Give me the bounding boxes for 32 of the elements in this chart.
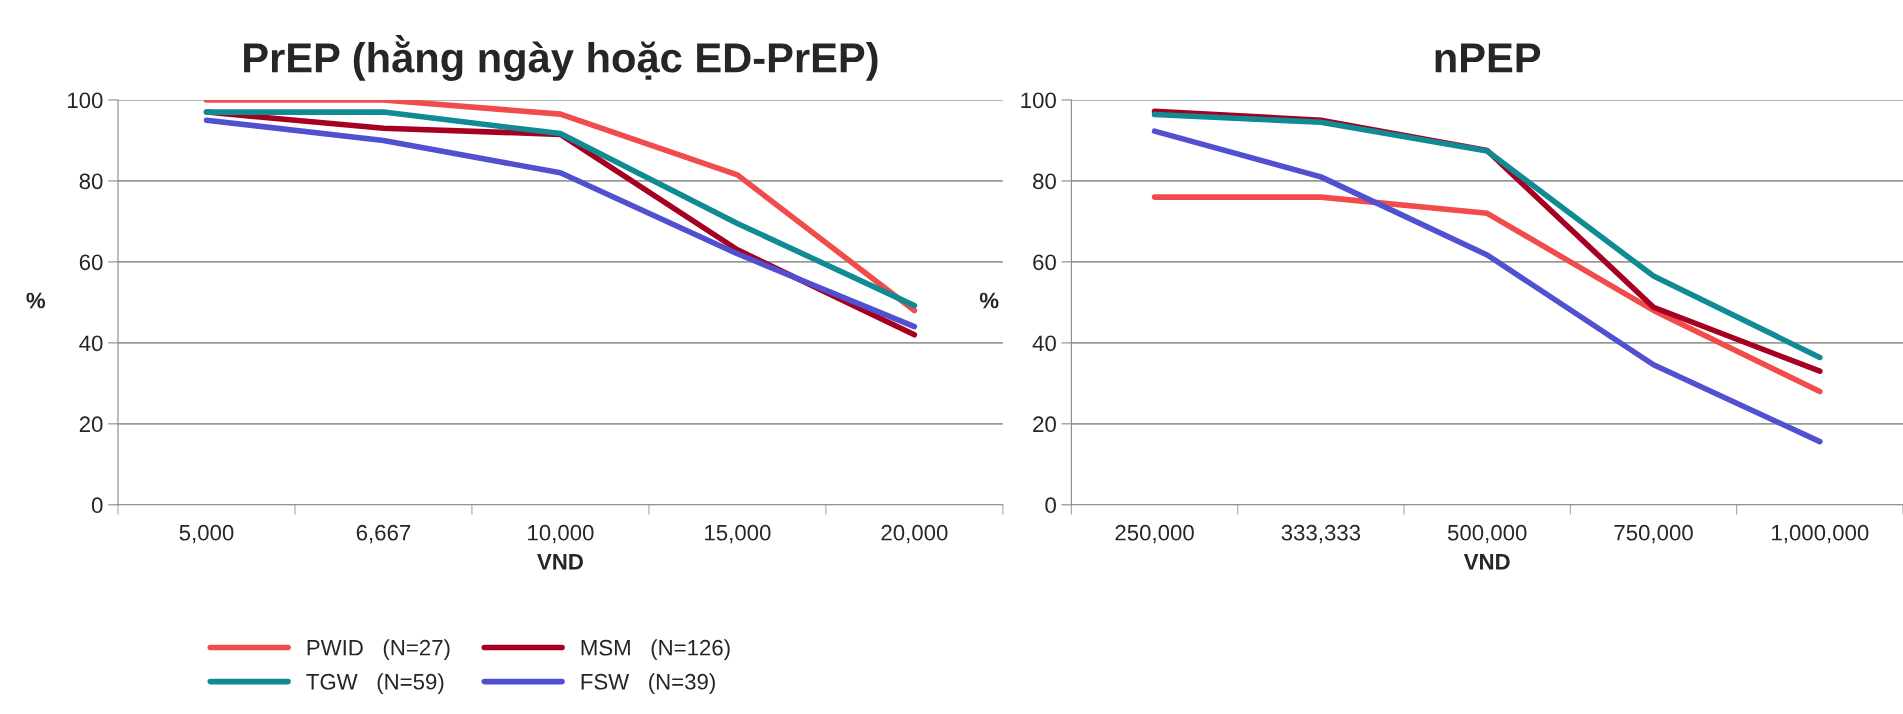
legend-label: TGW (N=59) (306, 673, 444, 694)
y-tick-label: 100 (68, 92, 103, 109)
x-tick-label: 250,000 (1115, 524, 1194, 544)
y-tick-label: 0 (1045, 497, 1056, 514)
x-tick-label: 500,000 (1447, 524, 1527, 544)
legend-label: FSW (N=39) (581, 673, 715, 694)
x-tick-label: 5,000 (179, 524, 234, 544)
x-tick-label: 1,000,000 (1772, 524, 1869, 544)
x-tick-label: 10,000 (528, 524, 594, 544)
x-tick-label: 20,000 (881, 524, 948, 544)
x-axis-title: VND (537, 554, 583, 570)
y-tick-label: 20 (1033, 416, 1056, 433)
y-tick-label: 40 (79, 335, 103, 352)
x-tick-label: 333,333 (1281, 524, 1361, 544)
legend-label: PWID (N=27) (307, 639, 450, 660)
y-axis-title: % (979, 292, 999, 309)
y-tick-label: 80 (79, 173, 103, 190)
y-axis-title: % (26, 292, 46, 309)
y-tick-label: 20 (79, 416, 103, 433)
chart-title: PrEP (hằng ngày hoặc ED-PrEP) (244, 35, 878, 82)
y-tick-label: 60 (1033, 254, 1056, 271)
y-tick-label: 0 (91, 497, 103, 514)
x-axis-title: VND (1463, 554, 1510, 570)
y-tick-label: 40 (1032, 335, 1056, 352)
y-tick-label: 60 (79, 254, 103, 271)
y-tick-label: 80 (1033, 173, 1056, 190)
y-tick-label: 100 (1021, 92, 1056, 109)
legend-label: MSM (N=126) (581, 639, 730, 660)
x-tick-label: 750,000 (1614, 524, 1693, 544)
x-tick-label: 15,000 (705, 524, 771, 544)
chart-title: nPEP (1435, 43, 1541, 73)
x-tick-label: 6,667 (356, 524, 411, 544)
